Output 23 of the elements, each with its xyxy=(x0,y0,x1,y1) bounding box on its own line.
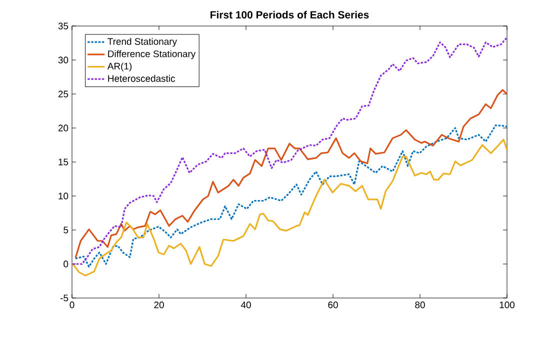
line-series xyxy=(72,36,508,265)
x-tick-label: 100 xyxy=(500,302,515,308)
x-tick-label: 80 xyxy=(415,302,425,308)
y-tick-label: 20 xyxy=(58,124,68,132)
line-series xyxy=(74,124,508,268)
x-tick-label: 40 xyxy=(240,302,251,308)
y-tick-label: 25 xyxy=(58,90,68,98)
x-tick-label: 20 xyxy=(154,302,164,308)
y-tick-label: 0 xyxy=(64,260,68,268)
y-tick-label: 5 xyxy=(64,226,68,234)
y-tick-label: 35 xyxy=(58,22,68,30)
y-tick-label: 15 xyxy=(58,158,68,166)
y-tick-label: 30 xyxy=(58,56,68,64)
chart-title: First 100 Periods of Each Series xyxy=(210,10,369,19)
legend-label: Difference Stationary xyxy=(108,50,196,60)
legend-label: AR(1) xyxy=(107,62,132,72)
legend-label: Heteroscedastic xyxy=(108,74,176,82)
y-tick-label: -5 xyxy=(60,294,68,302)
y-tick-label: 10 xyxy=(58,192,68,200)
line-series xyxy=(74,89,508,259)
legend-label: Trend Stationary xyxy=(108,38,177,47)
x-tick-label: 0 xyxy=(70,302,74,308)
x-tick-label: 60 xyxy=(328,302,338,308)
